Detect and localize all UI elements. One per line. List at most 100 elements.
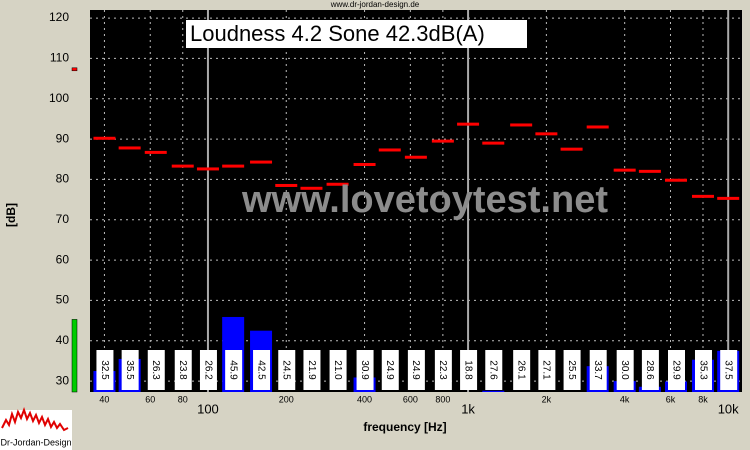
value-label-box — [356, 350, 374, 390]
logo-text: Dr-Jordan-Design — [0, 437, 71, 447]
value-label: 21.0 — [332, 360, 343, 380]
level-dash — [482, 141, 505, 145]
y-tick-label: 100 — [49, 91, 69, 105]
value-label-box — [720, 350, 738, 390]
value-label-box — [174, 350, 192, 390]
value-label: 30.9 — [359, 360, 370, 380]
level-dash — [118, 146, 141, 150]
value-label-box — [381, 350, 399, 390]
value-label-box — [329, 350, 347, 390]
value-label: 35.3 — [697, 360, 708, 380]
y-axis-label: [dB] — [4, 203, 18, 227]
level-dash — [560, 147, 583, 151]
x-tick-label: 8k — [698, 394, 708, 404]
x-tick-label: 40 — [99, 394, 109, 404]
x-tick-label: 800 — [435, 394, 450, 404]
level-dash — [250, 160, 273, 164]
level-dash — [144, 150, 167, 154]
site-url: www.dr-jordan-design.de — [330, 0, 420, 9]
value-label-box — [199, 350, 217, 390]
watermark: www.lovetoytest.net — [241, 179, 608, 221]
level-dash — [300, 186, 323, 190]
value-label-box — [253, 350, 271, 390]
peak-indicator — [71, 67, 78, 72]
value-label-box — [434, 350, 452, 390]
value-label-box — [278, 350, 296, 390]
x-tick-label: 1k — [461, 401, 475, 416]
x-tick-label: 60 — [145, 394, 155, 404]
y-tick-label: 70 — [56, 212, 70, 226]
value-label-box — [147, 350, 165, 390]
value-label: 27.6 — [488, 360, 499, 380]
value-label-box — [225, 350, 243, 390]
x-tick-label: 600 — [403, 394, 418, 404]
value-label: 18.8 — [462, 360, 473, 380]
value-label: 24.5 — [281, 360, 292, 380]
value-label-box — [96, 350, 114, 390]
level-dash — [93, 136, 116, 140]
value-label-box — [641, 350, 659, 390]
value-label-box — [667, 350, 685, 390]
value-label: 23.8 — [177, 360, 188, 380]
title-box — [186, 20, 527, 48]
x-tick-label: 2k — [542, 394, 552, 404]
x-tick-label: 100 — [197, 401, 219, 416]
level-dash — [196, 167, 219, 171]
value-label-box — [616, 350, 634, 390]
value-label: 24.9 — [410, 360, 421, 380]
level-dash — [664, 178, 687, 182]
x-axis-label: frequency [Hz] — [363, 420, 446, 434]
value-label: 26.1 — [516, 360, 527, 380]
level-dash — [535, 132, 558, 136]
logo-graph — [1, 407, 69, 432]
chart-title: Loudness 4.2 Sone 42.3dB(A) — [190, 21, 485, 46]
value-label-box — [563, 350, 581, 390]
y-tick-label: 60 — [56, 252, 70, 266]
y-tick-label: 30 — [56, 373, 70, 387]
value-label: 27.1 — [541, 360, 552, 380]
level-dash — [457, 122, 480, 126]
value-label-box — [460, 350, 478, 390]
value-label: 28.6 — [644, 360, 655, 380]
plot-area — [90, 10, 742, 392]
x-tick-label: 400 — [357, 394, 372, 404]
level-dash — [171, 164, 194, 168]
level-dash — [222, 164, 245, 168]
value-label: 24.9 — [384, 360, 395, 380]
value-label: 26.2 — [202, 360, 213, 380]
distortion-bar — [482, 390, 505, 392]
y-tick-label: 50 — [56, 293, 70, 307]
y-tick-label: 110 — [50, 51, 69, 65]
level-dash — [586, 125, 609, 129]
value-label: 37.5 — [723, 360, 734, 380]
level-dash — [638, 169, 661, 173]
value-label: 21.9 — [306, 360, 317, 380]
y-tick-label: 40 — [56, 333, 70, 347]
level-dash — [613, 168, 636, 172]
y-tick-label: 80 — [56, 172, 70, 186]
value-label: 30.0 — [619, 360, 630, 380]
value-label-box — [589, 350, 607, 390]
value-label: 22.3 — [437, 360, 448, 380]
level-dash — [431, 139, 454, 143]
value-label: 35.5 — [124, 360, 135, 380]
x-tick-label: 200 — [279, 394, 294, 404]
level-dash — [378, 148, 401, 152]
value-label: 26.3 — [150, 360, 161, 380]
value-label-box — [121, 350, 139, 390]
level-dash — [404, 155, 427, 159]
value-label-box — [485, 350, 503, 390]
value-label-box — [538, 350, 556, 390]
level-dash — [275, 183, 298, 187]
value-label-box — [303, 350, 321, 390]
level-dash — [691, 194, 714, 198]
level-dash — [326, 182, 349, 186]
value-label: 29.9 — [670, 360, 681, 380]
y-tick-label: 120 — [49, 10, 69, 24]
value-label: 45.9 — [228, 360, 239, 380]
level-dash — [717, 196, 740, 200]
value-label-box — [513, 350, 531, 390]
level-dash — [510, 123, 533, 127]
level-indicator — [71, 319, 78, 393]
